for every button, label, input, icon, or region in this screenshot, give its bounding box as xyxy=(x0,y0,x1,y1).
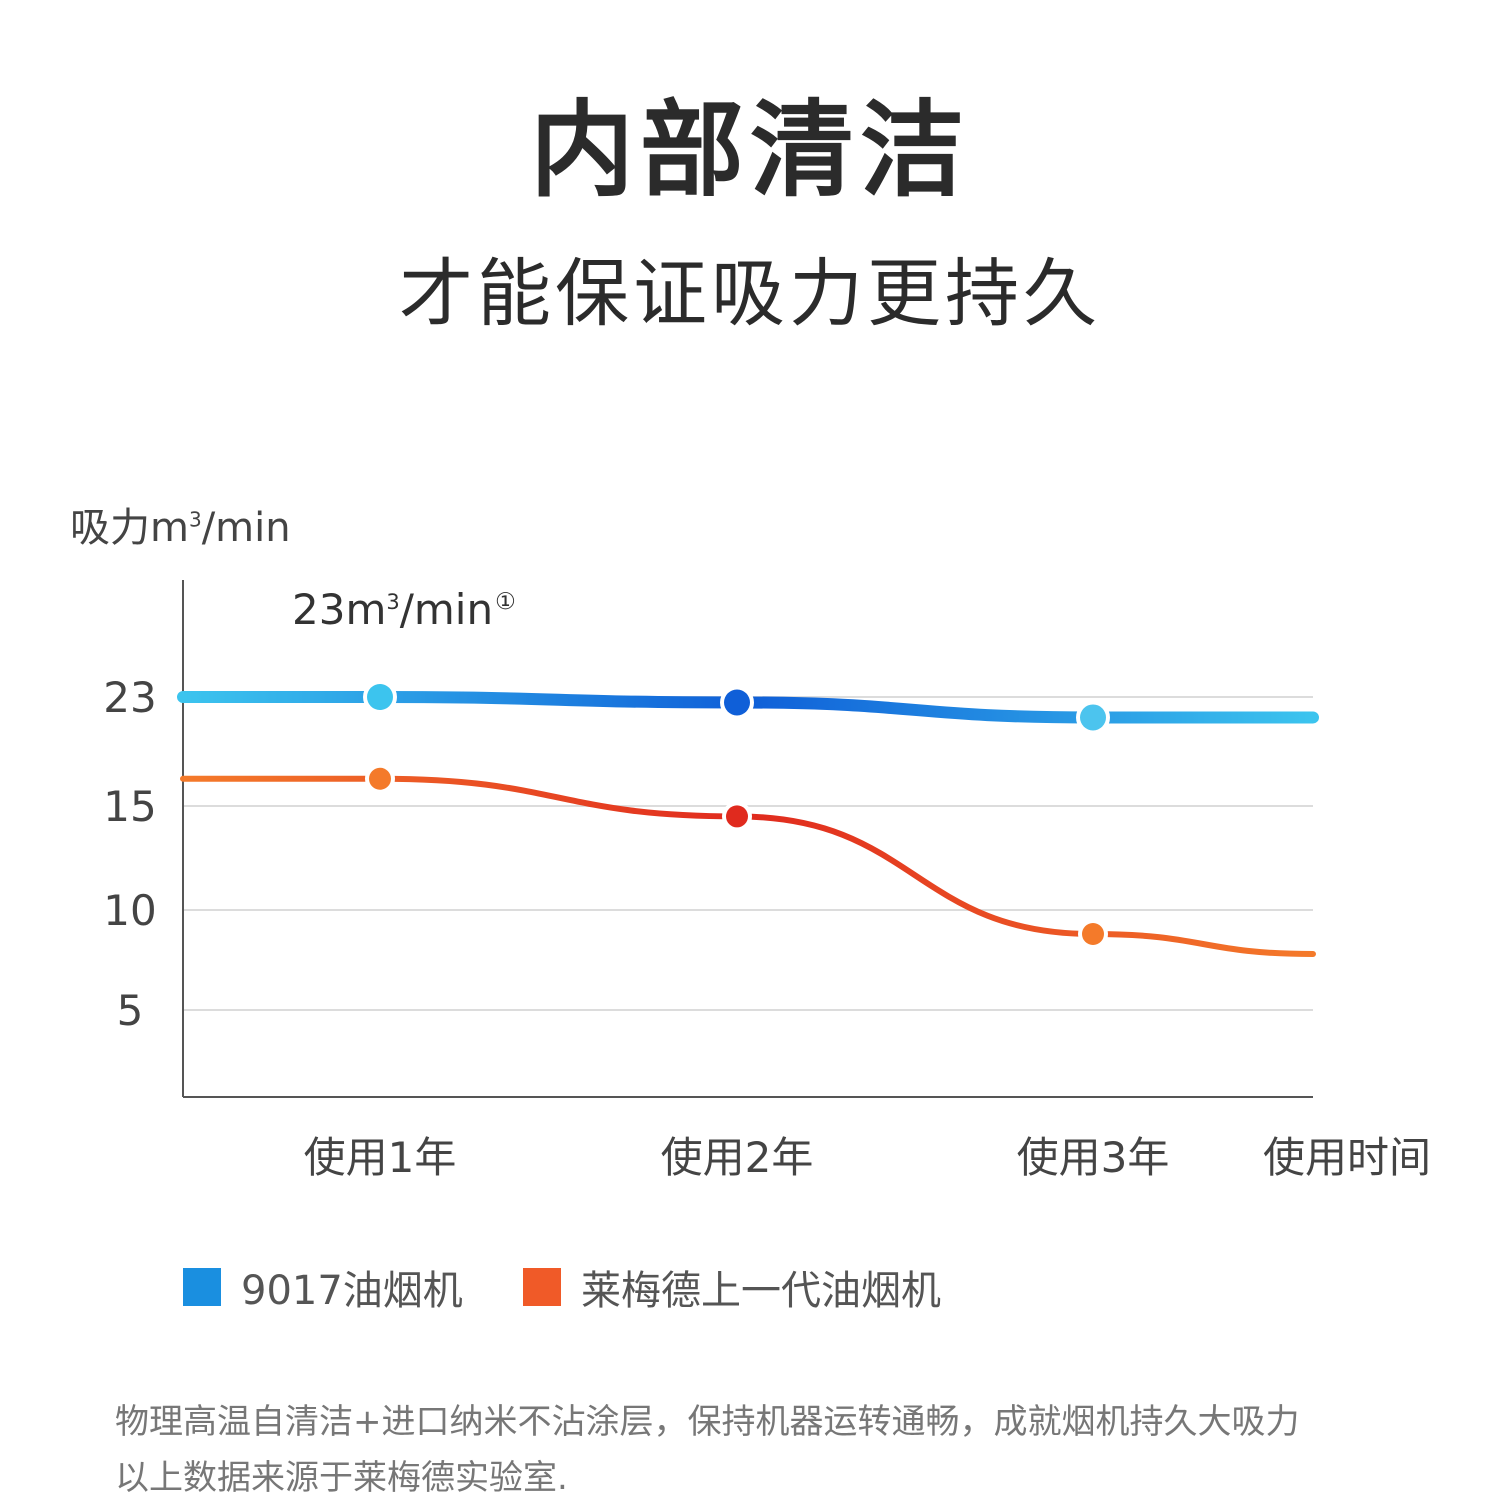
y-tick-label: 10 xyxy=(103,886,156,935)
footnote-line-2: 以上数据来源于莱梅德实验室. xyxy=(115,1458,568,1498)
footnote-line-1: 物理高温自清洁+进口纳米不沾涂层，保持机器运转通畅，成就烟机持久大吸力 xyxy=(115,1402,1300,1442)
y-axis-label-exponent: 3 xyxy=(188,507,202,532)
y-tick-label: 23 xyxy=(103,673,156,722)
y-axis-label: 吸力m3/min xyxy=(70,495,291,553)
legend-swatch-blue xyxy=(183,1268,221,1306)
data-point xyxy=(1080,704,1106,731)
data-point xyxy=(726,805,748,828)
footnote-marker: ① xyxy=(495,589,516,615)
y-axis-label-text: 吸力m xyxy=(70,505,189,551)
y-tick-label: 15 xyxy=(103,782,156,831)
y-tick-label: 5 xyxy=(117,986,144,1035)
legend-label-previous-gen: 莱梅德上一代油烟机 xyxy=(581,1268,941,1314)
x-tick-label: 使用3年 xyxy=(1017,1133,1170,1182)
data-point xyxy=(1082,923,1104,945)
legend-swatch-orange xyxy=(523,1268,561,1306)
data-point xyxy=(367,684,393,710)
page-subtitle: 才能保证吸力更持久 xyxy=(399,251,1101,337)
data-point xyxy=(369,767,391,790)
legend-label-9017: 9017油烟机 xyxy=(241,1268,463,1314)
x-tick-label: 使用1年 xyxy=(304,1133,457,1182)
page-title: 内部清洁 xyxy=(529,89,970,211)
y-axis-label-unit: /min xyxy=(201,505,291,551)
suction-line-chart: 23 15 10 5 使用1年 使用2年 使用3年 使用时间 xyxy=(103,580,1431,1182)
peak-annotation-unit: /min xyxy=(399,585,494,634)
footnote: 物理高温自清洁+进口纳米不沾涂层，保持机器运转通畅，成就烟机持久大吸力 以上数据… xyxy=(115,1394,1300,1506)
peak-annotation-value: 23m xyxy=(292,585,387,634)
x-tick-label: 使用2年 xyxy=(661,1133,814,1182)
peak-annotation: 23m3/min① xyxy=(292,585,516,634)
legend-item-9017: 9017油烟机 xyxy=(183,1258,463,1316)
x-axis-label: 使用时间 xyxy=(1263,1133,1431,1182)
legend-item-previous-gen: 莱梅德上一代油烟机 xyxy=(523,1258,941,1316)
peak-annotation-exponent: 3 xyxy=(386,590,400,614)
data-point xyxy=(724,689,750,716)
